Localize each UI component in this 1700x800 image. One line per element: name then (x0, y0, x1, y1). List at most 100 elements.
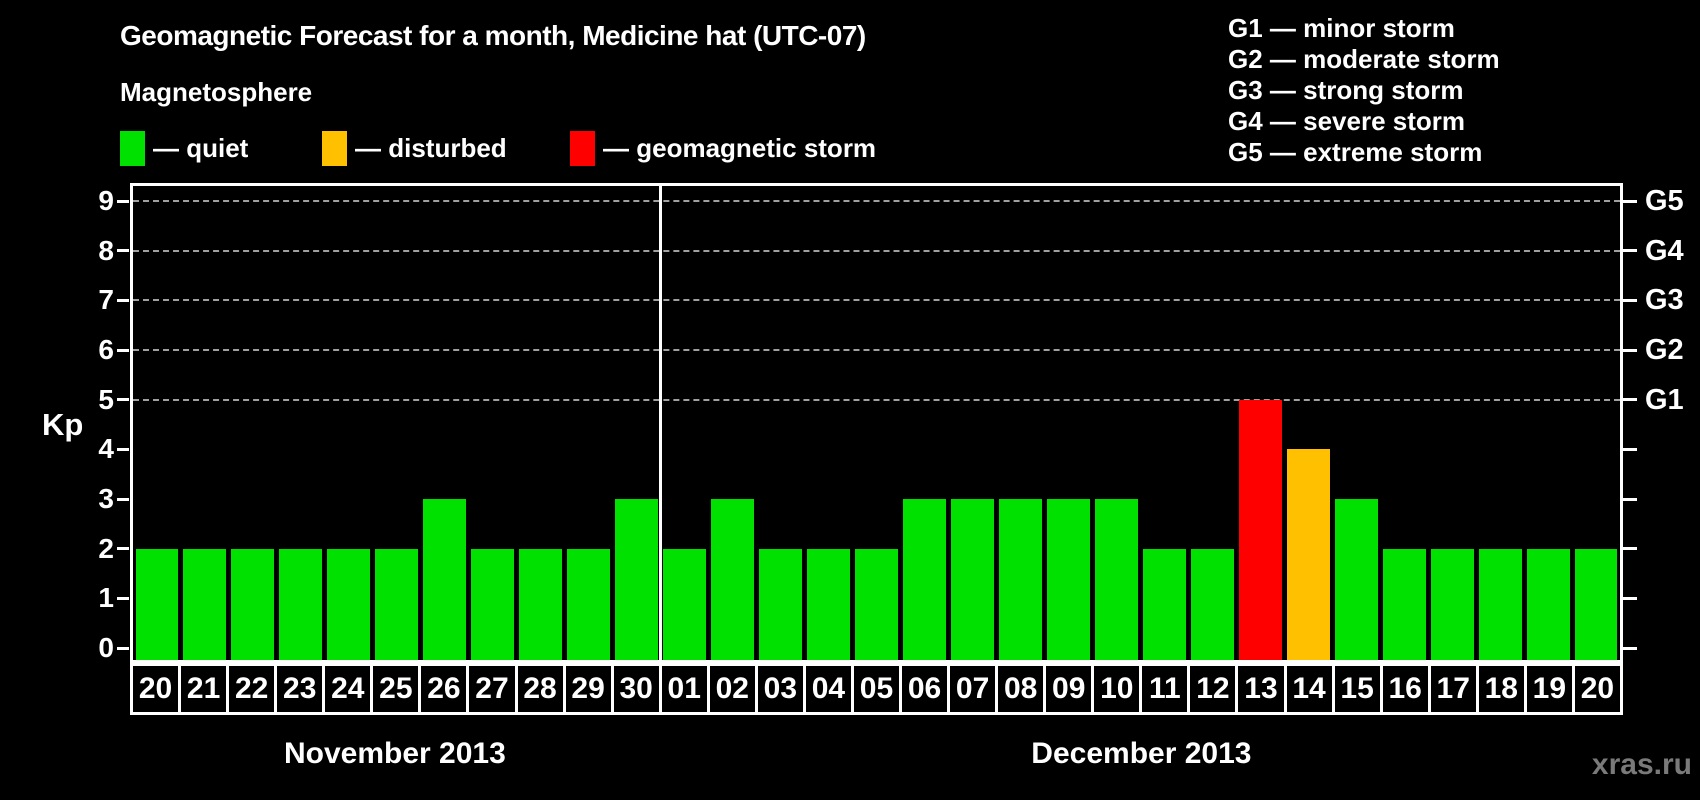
kp-bar-day-18 (1478, 548, 1522, 660)
day-box: 26 (418, 663, 470, 715)
g-tick-mark (1623, 497, 1637, 501)
kp-bar-day-20 (1574, 548, 1618, 660)
day-box: 28 (514, 663, 566, 715)
day-box: 01 (658, 663, 710, 715)
kp-bar-day-20 (135, 548, 179, 660)
day-box: 07 (947, 663, 999, 715)
kp-tick-mark (117, 398, 129, 402)
day-box: 04 (802, 663, 854, 715)
kp-tick-label: 1 (98, 582, 114, 614)
g-axis-label: G5 (1645, 185, 1684, 217)
kp-bar-day-24 (327, 548, 371, 660)
kp-bar-day-21 (183, 548, 227, 660)
kp-tick-mark (117, 547, 129, 551)
kp-bar-day-01 (663, 548, 707, 660)
g-scale-legend-line: G1 — minor storm (1228, 13, 1455, 43)
kp-gridline (133, 349, 1620, 351)
kp-bar-day-05 (855, 548, 898, 660)
kp-gridline (133, 398, 1620, 401)
day-box: 22 (226, 663, 278, 715)
kp-tick-mark (117, 497, 129, 501)
kp-tick-label: 2 (98, 532, 114, 564)
day-box: 24 (322, 663, 374, 715)
legend-label-storm: — geomagnetic storm (603, 133, 877, 163)
kp-tick-mark (117, 249, 129, 253)
month-separator-line (659, 186, 663, 660)
day-box: 02 (706, 663, 758, 715)
day-box: 03 (754, 663, 806, 715)
day-box: 17 (1427, 663, 1479, 715)
magnetosphere-label: Magnetosphere (120, 77, 313, 107)
g-tick-mark (1623, 249, 1637, 253)
day-box: 14 (1283, 663, 1335, 715)
g-tick-mark (1623, 398, 1637, 402)
day-box: 06 (899, 663, 951, 715)
g-tick-mark (1623, 298, 1637, 302)
day-box: 27 (466, 663, 518, 715)
day-box: 05 (850, 663, 902, 715)
month-label-november: November 2013 (283, 737, 506, 770)
g-axis-label: G1 (1645, 383, 1684, 416)
kp-tick-mark (117, 298, 129, 302)
g-tick-mark (1623, 596, 1637, 600)
kp-bar-day-04 (807, 548, 850, 660)
kp-bar-day-30 (615, 499, 659, 660)
day-box: 16 (1379, 663, 1431, 715)
watermark: xras.ru (1591, 748, 1692, 781)
kp-bar-day-16 (1382, 548, 1426, 660)
g-scale-legend-line: G2 — moderate storm (1228, 44, 1500, 74)
kp-bar-day-22 (231, 548, 275, 660)
kp-gridline (133, 299, 1620, 302)
g-scale-legend: G1 — minor storm G2 — moderate storm G3 — … (1228, 13, 1500, 168)
kp-bar-day-09 (1046, 499, 1090, 660)
kp-bar-day-26 (423, 499, 467, 660)
plot-area (130, 183, 1623, 663)
day-box: 13 (1235, 663, 1287, 715)
day-axis: 20 21 22 23 24 25 26 27 28 29 30 01 02 03 04 05 06 07 08 09… (130, 663, 1623, 715)
kp-bar-day-07 (950, 499, 994, 660)
kp-tick-mark (117, 447, 129, 451)
kp-tick-label: 6 (98, 334, 114, 365)
kp-tick-label: 7 (98, 284, 114, 316)
g-axis-label: G2 (1645, 334, 1684, 366)
legend-label-quiet: — quiet (153, 133, 249, 163)
legend-swatch-disturbed (322, 131, 347, 166)
g-axis-label: G3 (1645, 284, 1684, 317)
kp-bar-day-17 (1430, 548, 1474, 660)
day-box: 10 (1091, 663, 1143, 715)
day-box: 15 (1331, 663, 1383, 715)
kp-bar-day-10 (1094, 499, 1138, 660)
kp-tick-label: 4 (98, 433, 114, 465)
kp-bar-day-19 (1526, 548, 1570, 660)
kp-bar-day-11 (1142, 548, 1186, 660)
kp-bar-day-13 (1238, 399, 1282, 660)
day-box: 09 (1043, 663, 1095, 715)
kp-bar-day-12 (1190, 548, 1234, 660)
kp-tick-label: 8 (98, 234, 114, 266)
kp-tick-mark (117, 596, 129, 600)
day-box: 23 (274, 663, 326, 715)
kp-bar-day-23 (279, 548, 323, 660)
legend-swatch-quiet (120, 131, 145, 166)
kp-tick-mark (117, 199, 129, 203)
kp-tick-label: 3 (98, 483, 114, 514)
kp-gridline (133, 200, 1620, 202)
kp-bar-day-02 (711, 499, 755, 660)
day-box: 21 (178, 663, 230, 715)
g-scale-legend-line: G4 — severe storm (1228, 106, 1466, 136)
kp-tick-label: 5 (98, 383, 114, 415)
kp-tick-label: 0 (98, 632, 114, 663)
day-box: 18 (1475, 663, 1527, 715)
day-box: 20 (130, 663, 182, 715)
g-scale-legend-line: G5 — extreme storm (1228, 137, 1483, 167)
day-box: 29 (562, 663, 614, 715)
kp-bar-day-28 (519, 548, 563, 660)
day-box: 25 (370, 663, 422, 715)
kp-bar-day-15 (1334, 499, 1378, 660)
g-tick-mark (1623, 547, 1637, 551)
kp-bar-day-06 (902, 499, 946, 660)
day-box: 20 (1571, 663, 1623, 715)
kp-bar-day-14 (1286, 449, 1330, 660)
day-box: 12 (1187, 663, 1239, 715)
